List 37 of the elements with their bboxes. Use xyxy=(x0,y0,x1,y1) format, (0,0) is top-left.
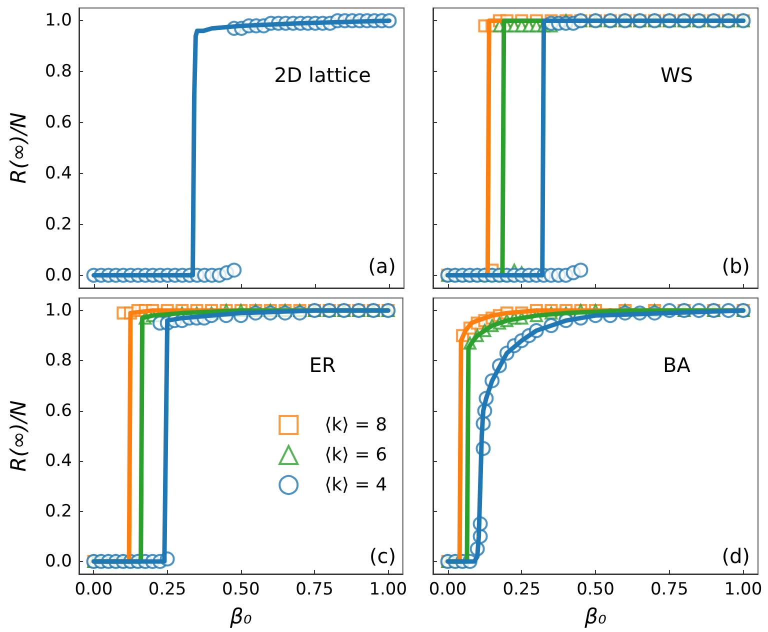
legend-label: ⟨k⟩ = 8 xyxy=(324,414,388,436)
x-tick-label: 0.75 xyxy=(296,580,334,600)
y-tick-label: 0.4 xyxy=(44,163,72,184)
x-axis-title: β₀ xyxy=(229,604,252,628)
y-axis-title: R(∞)/N xyxy=(6,400,30,472)
annotation: (a) xyxy=(368,254,396,278)
annotation: (c) xyxy=(369,544,396,568)
y-axis-title: R(∞)/N xyxy=(6,112,30,184)
y-tick-label: 0.4 xyxy=(44,451,72,472)
y-tick-label: 0.6 xyxy=(44,112,72,133)
annotation: ER xyxy=(309,353,336,378)
legend-label: ⟨k⟩ = 4 xyxy=(324,474,388,496)
x-tick-label: 0.00 xyxy=(428,580,467,600)
annotation: (b) xyxy=(722,254,750,278)
x-tick-label: 0.50 xyxy=(222,580,260,600)
x-tick-label: 1.00 xyxy=(724,580,762,600)
x-tick-label: 0.00 xyxy=(74,580,113,600)
y-tick-label: 0.8 xyxy=(44,350,72,371)
x-tick-label: 0.75 xyxy=(650,580,688,600)
y-tick-label: 0.0 xyxy=(44,551,72,572)
annotation: 2D lattice xyxy=(274,63,371,88)
x-tick-label: 1.00 xyxy=(369,580,408,600)
y-tick-label: 0.8 xyxy=(44,62,72,82)
annotation: (d) xyxy=(722,544,750,568)
y-tick-label: 0.6 xyxy=(44,400,72,421)
x-axis-title: β₀ xyxy=(584,604,607,628)
y-tick-label: 0.0 xyxy=(44,265,72,286)
annotation: WS xyxy=(660,63,693,88)
y-tick-label: 0.2 xyxy=(44,501,72,522)
y-tick-label: 1.0 xyxy=(44,300,72,321)
x-tick-label: 0.50 xyxy=(576,580,614,600)
legend-label: ⟨k⟩ = 6 xyxy=(324,444,388,466)
y-tick-label: 1.0 xyxy=(44,10,72,31)
x-tick-label: 0.25 xyxy=(148,580,186,600)
x-tick-label: 0.25 xyxy=(502,580,541,600)
y-tick-label: 0.2 xyxy=(44,214,72,234)
annotation: BA xyxy=(663,353,691,378)
